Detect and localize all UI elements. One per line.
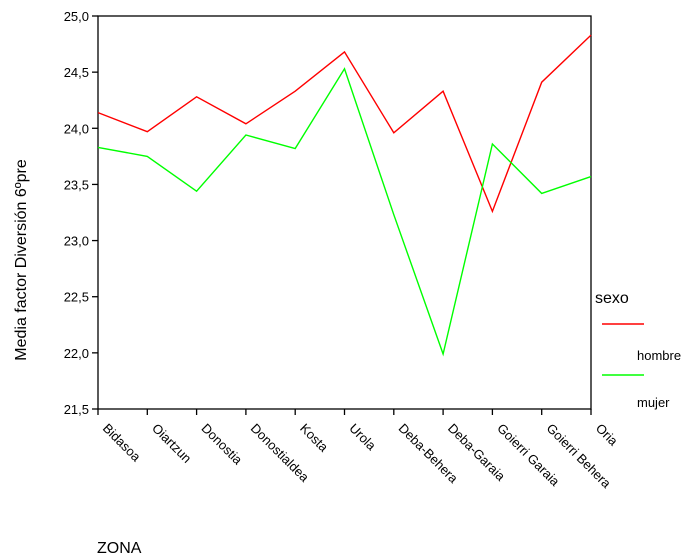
y-axis-title: Media factor Diversión 6ºpre bbox=[13, 159, 30, 361]
legend: sexo hombre mujer bbox=[595, 290, 681, 410]
x-tick-label: Donostia bbox=[198, 421, 245, 468]
x-tick-label: Urola bbox=[346, 421, 379, 454]
x-axis: Bidasoa Oiartzun Donostia DonostialdeaKosta… bbox=[97, 409, 622, 491]
series-layer bbox=[97, 34, 592, 357]
y-tick-label: 23,5 bbox=[64, 177, 89, 192]
series-line-hombre bbox=[97, 34, 592, 214]
y-tick-label: 24,5 bbox=[64, 65, 89, 80]
plot-frame bbox=[97, 15, 592, 410]
plot-area-border bbox=[97, 15, 592, 410]
x-tick-label: Oiartzun bbox=[149, 421, 194, 466]
y-tick-label: 23,0 bbox=[64, 234, 89, 249]
series-line-mujer bbox=[97, 67, 592, 357]
y-tick-label: 24,0 bbox=[64, 121, 89, 136]
y-tick-label: 22,0 bbox=[64, 346, 89, 361]
x-axis-title: ZONA bbox=[97, 540, 142, 557]
y-tick-label: 25,0 bbox=[64, 9, 89, 24]
y-tick-label: 21,5 bbox=[64, 402, 89, 417]
legend-label-hombre: hombre bbox=[637, 348, 681, 363]
y-axis: 21,5 22,0 22,5 23,0 23,5 24,0 24,5 25,0 bbox=[64, 9, 98, 417]
x-tick-label: Bidasoa bbox=[100, 421, 144, 465]
y-tick-label: 22,5 bbox=[64, 290, 89, 305]
legend-title: sexo bbox=[595, 290, 629, 307]
x-tick-label: Kosta bbox=[297, 421, 332, 456]
legend-label-mujer: mujer bbox=[637, 395, 670, 410]
x-tick-label: Oria bbox=[593, 421, 622, 450]
